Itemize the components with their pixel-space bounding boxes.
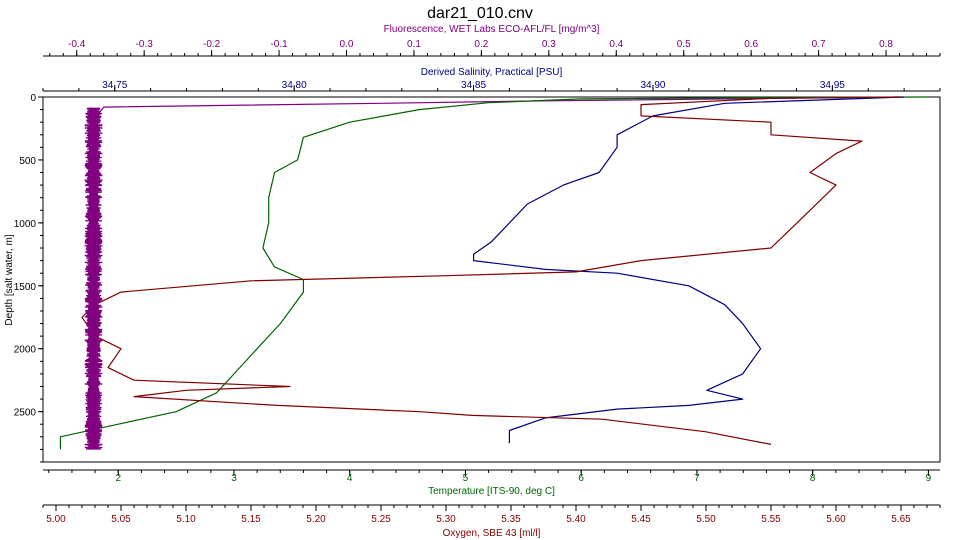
x-tick-label-temperature: 6 <box>578 473 584 484</box>
y-tick-label: 0 <box>30 93 36 104</box>
x-tick-label-temperature: 7 <box>694 473 700 484</box>
x-tick-label-oxygen: 5.35 <box>501 514 521 525</box>
x-tick-label-oxygen: 5.55 <box>761 514 781 525</box>
y-tick-label: 500 <box>19 156 36 167</box>
axes-layer: 0 500 1000 1500 2000 2500 -0.4 -0.3 -0.2 -0.1 0.0 0… <box>14 24 941 539</box>
x-tick-label-fluorescence: -0.3 <box>136 39 154 50</box>
series-noise-fluorescence <box>84 107 103 450</box>
x-tick-label-temperature: 8 <box>810 473 816 484</box>
y-tick-label: 1000 <box>14 219 37 230</box>
x-axis-temperature: 2 3 4 5 6 7 8 9 Temperature [ITS-90, deg C] <box>43 469 940 497</box>
x-tick-label-salinity: 34.90 <box>640 80 665 91</box>
x-tick-label-fluorescence: 0.3 <box>542 39 556 50</box>
x-tick-label-oxygen: 5.05 <box>111 514 131 525</box>
x-axis-title-fluorescence: Fluorescence, WET Labs ECO-AFL/FL [mg/m^… <box>384 24 600 35</box>
x-tick-label-temperature: 5 <box>463 473 469 484</box>
x-tick-label-oxygen: 5.65 <box>891 514 911 525</box>
x-axis-oxygen: 5.00 5.05 5.10 5.15 5.20 5.25 5.30 5.35 5.40 5.45… <box>42 504 941 539</box>
x-tick-label-fluorescence: 0.0 <box>340 39 354 50</box>
x-axis-title-temperature: Temperature [ITS-90, deg C] <box>428 486 555 497</box>
x-tick-label-salinity: 34.95 <box>820 80 845 91</box>
series-layer <box>59 96 929 450</box>
x-tick-label-fluorescence: -0.1 <box>270 39 288 50</box>
x-tick-label-oxygen: 5.15 <box>241 514 261 525</box>
series-line-fluorescence <box>92 96 900 450</box>
x-tick-label-oxygen: 5.20 <box>306 514 326 525</box>
x-tick-label-fluorescence: -0.4 <box>68 39 86 50</box>
x-tick-label-temperature: 2 <box>115 473 121 484</box>
x-tick-label-fluorescence: 0.7 <box>812 39 826 50</box>
y-axis-label: Depth [salt water, m] <box>4 234 15 325</box>
series-line-salinity <box>473 96 905 444</box>
x-tick-label-oxygen: 5.45 <box>631 514 651 525</box>
series-line-temperature <box>59 96 929 450</box>
x-tick-label-fluorescence: 0.6 <box>744 39 758 50</box>
x-tick-label-salinity: 34.85 <box>461 80 486 91</box>
y-tick-label: 1500 <box>14 282 37 293</box>
x-tick-label-oxygen: 5.40 <box>566 514 586 525</box>
y-tick-label: 2500 <box>14 408 37 419</box>
x-tick-label-fluorescence: 0.4 <box>609 39 623 50</box>
x-tick-label-oxygen: 5.10 <box>176 514 196 525</box>
x-tick-label-fluorescence: 0.2 <box>474 39 488 50</box>
x-tick-label-temperature: 3 <box>231 473 237 484</box>
x-tick-label-salinity: 34.80 <box>282 80 307 91</box>
plot-frame <box>42 96 941 463</box>
x-axis-title-oxygen: Oxygen, SBE 43 [ml/l] <box>443 528 541 539</box>
x-tick-label-fluorescence: 0.1 <box>407 39 421 50</box>
x-tick-label-oxygen: 5.25 <box>371 514 391 525</box>
x-tick-label-fluorescence: -0.2 <box>203 39 221 50</box>
x-tick-label-fluorescence: 0.8 <box>879 39 893 50</box>
x-tick-label-oxygen: 5.50 <box>696 514 716 525</box>
x-tick-label-oxygen: 5.00 <box>46 514 66 525</box>
x-tick-label-oxygen: 5.60 <box>826 514 846 525</box>
chart-title: dar21_010.cnv <box>427 5 533 22</box>
x-tick-label-fluorescence: 0.5 <box>677 39 691 50</box>
series-line-oxygen <box>81 96 902 445</box>
x-axis-fluorescence: -0.4 -0.3 -0.2 -0.1 0.0 0.1 0.2 0.3 0.4 0.5 0.6 0.7… <box>43 24 941 57</box>
x-axis-title-salinity: Derived Salinity, Practical [PSU] <box>421 67 563 78</box>
x-tick-label-salinity: 34.75 <box>102 80 127 91</box>
x-tick-label-temperature: 9 <box>926 473 932 484</box>
x-tick-label-oxygen: 5.30 <box>436 514 456 525</box>
x-tick-label-temperature: 4 <box>347 473 353 484</box>
x-axis-salinity: 34.75 34.80 34.85 34.90 34.95 Derived Salinit… <box>42 67 941 92</box>
y-tick-label: 2000 <box>14 345 37 356</box>
